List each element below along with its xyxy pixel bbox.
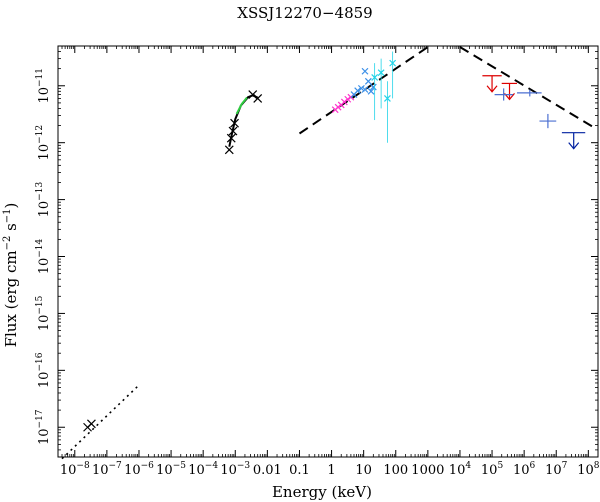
y-tick-label-base: 10 (37, 87, 52, 104)
data-point (389, 59, 397, 67)
x-tick-label: 107 (545, 461, 568, 478)
y-axis-label-exp1: −2 (2, 236, 13, 251)
x-tick-label-base: 10 (545, 463, 562, 478)
data-point (334, 103, 342, 111)
x-tick-label-base: 10 (92, 463, 109, 478)
y-tick-label: 10−14 (35, 238, 52, 274)
data-point (364, 77, 372, 85)
x-tick-label: 10−8 (60, 461, 90, 478)
y-tick-label-exp: −17 (35, 409, 45, 428)
data-point (344, 95, 352, 103)
y-axis-label-exp2: −1 (2, 208, 13, 223)
data-point (87, 419, 96, 429)
x-tick-label: 104 (449, 461, 472, 478)
chart-title: XSSJ12270−4859 (237, 4, 372, 22)
model-line-dashed (459, 46, 595, 129)
x-tick-label-exp: −8 (76, 461, 90, 471)
y-tick-label: 10−16 (35, 352, 52, 388)
y-tick-label-base: 10 (37, 144, 52, 161)
y-tick-label-exp: −13 (35, 182, 45, 201)
x-tick-label-base: 10 (156, 463, 173, 478)
x-tick-label: 105 (481, 461, 504, 478)
y-tick-label-exp: −11 (35, 68, 45, 87)
x-tick-label-exp: 6 (530, 461, 536, 471)
data-points (83, 51, 586, 432)
x-tick-label-base: 10 (124, 463, 141, 478)
x-tick-label-exp: −7 (109, 461, 123, 471)
data-point (248, 90, 258, 100)
y-tick-label-base: 10 (37, 315, 52, 332)
axis-ticks: 10−8 10−7 10−6 10−5 10−4 10−3 0.01 0.1 1 10 100 100… (35, 45, 600, 478)
data-point (369, 83, 377, 91)
x-tick-label-base: 10 (577, 463, 594, 478)
y-axis-label: Flux (erg cm−2 s−1) (2, 203, 20, 348)
x-tick-label-exp: −4 (205, 461, 219, 471)
y-tick-label-exp: −14 (35, 238, 45, 257)
x-tick-label: 0.1 (289, 463, 310, 478)
y-tick-label: 10−15 (35, 295, 52, 331)
y-tick-label: 10−11 (35, 68, 52, 104)
x-tick-label-exp: 4 (465, 461, 471, 471)
x-tick-label-exp: 8 (594, 461, 600, 471)
x-tick-label-base: 10 (60, 463, 77, 478)
x-tick-label: 108 (577, 461, 600, 478)
x-tick-label-base: 10 (188, 463, 205, 478)
data-point (226, 133, 236, 143)
y-axis-label-end: ) (2, 203, 20, 209)
y-tick-label-base: 10 (37, 372, 52, 389)
model-lines (61, 46, 595, 460)
upper-limit-arrow (486, 85, 498, 93)
data-point (377, 69, 385, 77)
x-tick-label-base: 10 (449, 463, 466, 478)
y-tick-label-exp: −16 (35, 352, 45, 371)
x-tick-label-exp: 7 (562, 461, 568, 471)
x-tick-label-base: 10 (481, 463, 498, 478)
upper-limit-arrow (504, 93, 515, 101)
y-tick-label: 10−17 (35, 409, 52, 445)
y-tick-label-base: 10 (37, 428, 52, 445)
data-point (361, 67, 369, 75)
data-point (354, 87, 362, 95)
data-point (371, 74, 379, 81)
y-tick-label-exp: −15 (35, 295, 45, 314)
x-tick-label: 100 (383, 463, 408, 478)
x-tick-label: 10−6 (124, 461, 154, 478)
model-line-dashed (298, 46, 429, 135)
y-tick-label-base: 10 (37, 258, 52, 275)
x-tick-label-exp: −5 (173, 461, 187, 471)
x-tick-label: 0.01 (253, 463, 282, 478)
x-tick-label-exp: −3 (237, 461, 251, 471)
data-point (224, 145, 234, 155)
y-tick-label-exp: −12 (35, 125, 45, 144)
y-axis-label-mid: s (2, 223, 20, 235)
x-tick-label: 10 (355, 463, 372, 478)
x-tick-label: 10−4 (188, 461, 218, 478)
y-tick-label-base: 10 (37, 201, 52, 218)
x-tick-label-base: 10 (220, 463, 237, 478)
plot-frame (57, 45, 599, 458)
x-axis-label: Energy (keV) (272, 483, 372, 501)
data-point (230, 118, 239, 128)
x-tick-label: 106 (513, 461, 536, 478)
y-tick-label: 10−12 (35, 125, 52, 161)
y-tick-label: 10−13 (35, 182, 52, 218)
x-tick-label-exp: −6 (141, 461, 155, 471)
x-tick-label: 1 (327, 463, 335, 478)
x-tick-label: 10−5 (156, 461, 186, 478)
data-point (361, 86, 369, 93)
x-tick-label: 10−7 (92, 461, 122, 478)
x-tick-label: 1000 (411, 463, 444, 478)
data-point (253, 93, 263, 103)
model-line-dotted (61, 384, 140, 460)
upper-limit-arrow (568, 142, 580, 150)
data-point (228, 126, 238, 136)
x-tick-label-base: 10 (513, 463, 530, 478)
model-line-solid (235, 96, 248, 115)
x-tick-label-exp: 5 (497, 461, 503, 471)
x-tick-label: 10−3 (220, 461, 250, 478)
y-axis-label-main: Flux (erg cm (2, 250, 20, 347)
data-point (367, 87, 375, 95)
data-point (383, 94, 391, 102)
